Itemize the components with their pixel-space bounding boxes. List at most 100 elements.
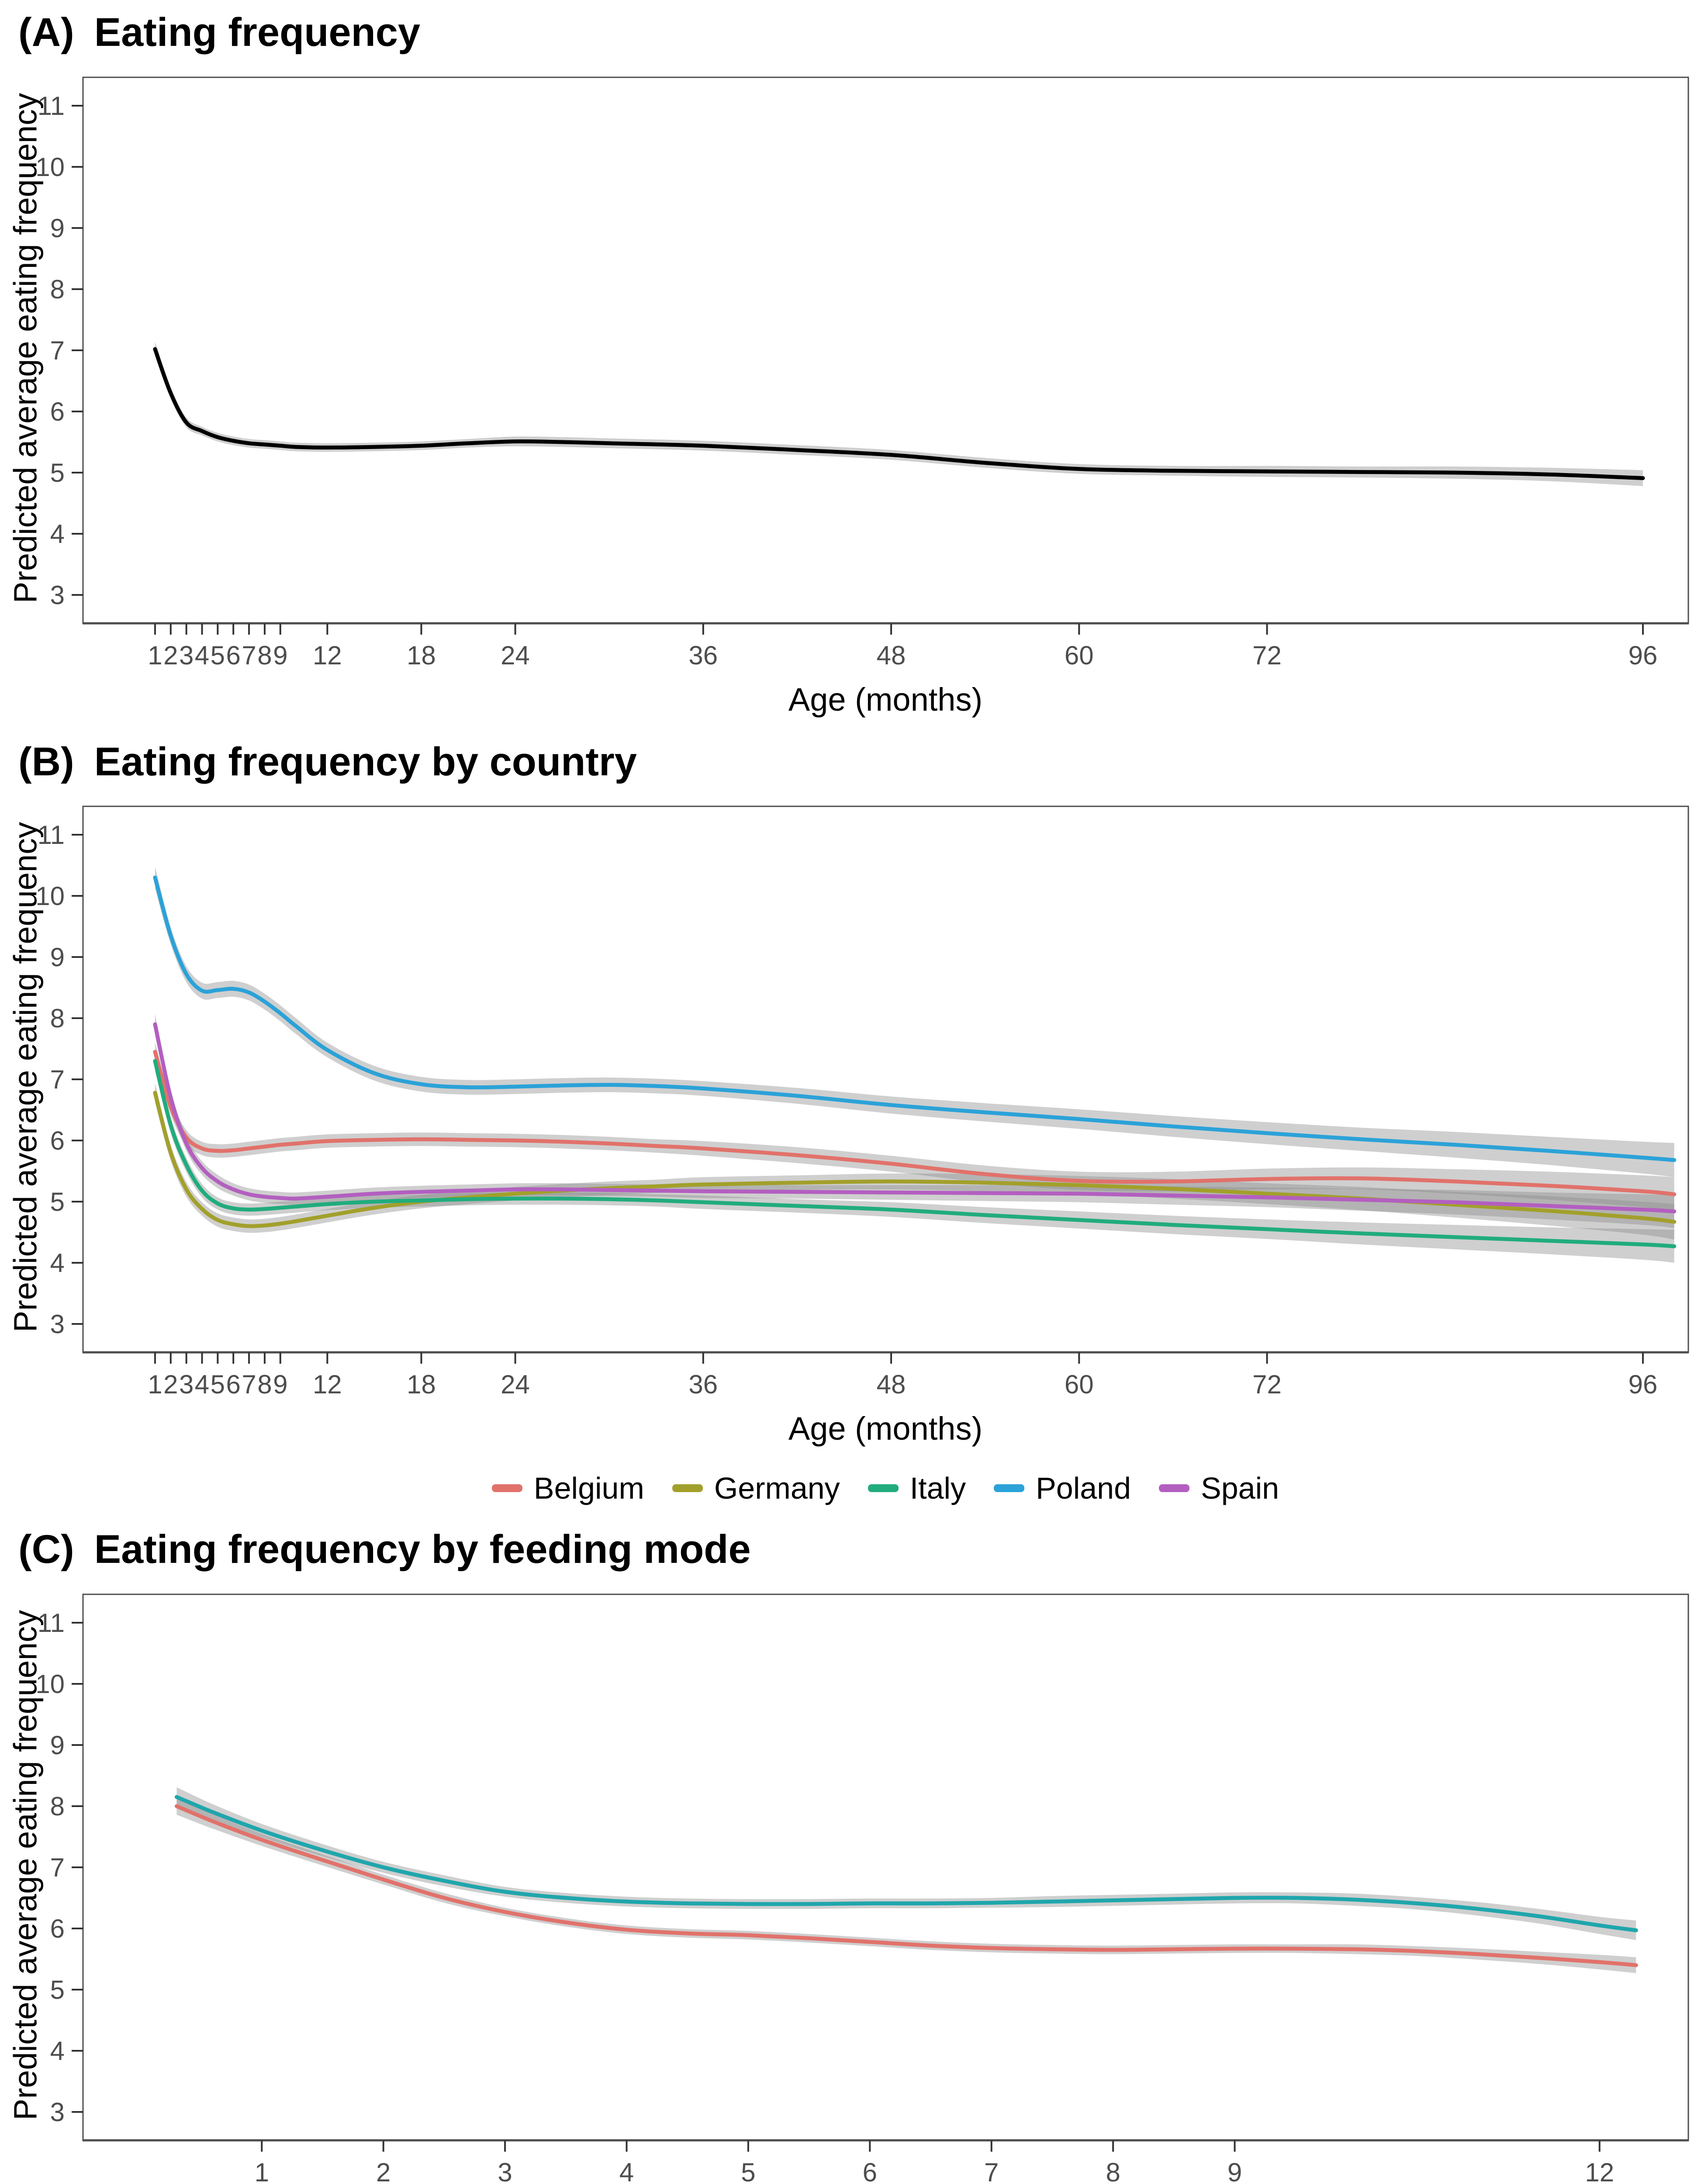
x-tick-label: 18	[407, 641, 436, 670]
panel-c-y-axis-label: Predicted average eating frequency	[7, 1610, 44, 2120]
x-tick-label: 5	[211, 1370, 225, 1399]
panel-a-title: (A) Eating frequency	[0, 0, 1701, 55]
y-tick-label: 4	[50, 2036, 65, 2066]
panel-a-label: (A)	[18, 10, 74, 55]
panel-b-chart-wrap: 1 2 3 4 5 6 7 8 9 12 18 24 36 48 60 72 96 3 4 5 6 7 8 9 10 11 Pre…	[0, 784, 1701, 1409]
panel-a-y-axis-label: Predicted average eating frequency	[7, 93, 44, 603]
legend-label: Belgium	[533, 1471, 644, 1506]
x-tick-label: 4	[195, 1370, 209, 1399]
x-tick-label: 5	[211, 641, 225, 670]
panel-b-legend: Belgium Germany Italy Poland Spain	[0, 1471, 1701, 1506]
y-tick-label: 10	[35, 152, 65, 182]
x-tick-label: 36	[688, 641, 718, 670]
x-tick-label: 2	[163, 1370, 178, 1399]
y-tick-label: 3	[50, 1310, 65, 1339]
x-tick-label: 96	[1628, 641, 1658, 670]
y-tick-label: 8	[50, 1792, 65, 1821]
panel-b-y-axis-label: Predicted average eating frequency	[7, 822, 44, 1333]
x-tick-label: 6	[863, 2158, 877, 2184]
x-tick-label: 4	[619, 2158, 634, 2184]
x-tick-label: 12	[313, 1370, 342, 1399]
ci-band-breastfed	[176, 1787, 1636, 1940]
x-tick-label: 8	[257, 1370, 272, 1399]
x-tick-label: 4	[195, 641, 209, 670]
panel-a: (A) Eating frequency 1 2 3 4 5 6 7 8 9 12 18 24 36 48…	[0, 0, 1701, 718]
panel-border	[82, 805, 1689, 1353]
y-tick-label: 7	[50, 1853, 65, 1882]
x-tick-label: 8	[257, 641, 272, 670]
y-tick-label: 3	[50, 2098, 65, 2127]
x-tick-label: 60	[1065, 1370, 1094, 1399]
x-tick-label: 12	[313, 641, 342, 670]
series-line-poland	[153, 875, 1677, 1162]
legend-label: Germany	[714, 1471, 840, 1506]
x-tick-label: 9	[273, 1370, 287, 1399]
x-tick-label: 48	[877, 1370, 906, 1399]
y-tick-label: 6	[50, 1126, 65, 1155]
panel-b-title: (B) Eating frequency by country	[0, 729, 1701, 785]
x-tick-label: 2	[376, 2158, 391, 2184]
y-tick-label: 6	[50, 397, 65, 426]
y-tick-label: 11	[38, 820, 65, 850]
panel-a-plot-area	[153, 341, 1645, 486]
x-tick-label: 7	[984, 2158, 999, 2184]
series-line-non-breastfed	[174, 1804, 1638, 1967]
x-tick-label: 8	[1106, 2158, 1120, 2184]
y-tick-label: 9	[50, 943, 65, 972]
y-tick-label: 4	[50, 1248, 65, 1278]
x-tick-label: 72	[1252, 1370, 1282, 1399]
legend-key-swatch	[1159, 1484, 1190, 1493]
series-line-belgium	[153, 1050, 1677, 1196]
y-tick-label: 10	[35, 881, 65, 911]
series-line-italy	[153, 1059, 1677, 1248]
series-line-breastfed	[174, 1795, 1638, 1932]
panel-b-plot-area	[153, 866, 1677, 1263]
panel-c: (C) Eating frequency by feeding mode 1 2 3…	[0, 1517, 1701, 2184]
panel-b-title-text: Eating frequency by country	[94, 739, 637, 784]
panel-border	[82, 76, 1689, 624]
y-tick-label: 3	[50, 581, 65, 610]
legend-item-spain: Spain	[1159, 1471, 1279, 1506]
y-tick-label: 6	[50, 1914, 65, 1943]
x-tick-label: 7	[242, 641, 256, 670]
x-tick-label: 18	[407, 1370, 436, 1399]
panel-c-title: (C) Eating frequency by feeding mode	[0, 1517, 1701, 1572]
ci-band-overall	[155, 341, 1643, 486]
y-tick-label: 8	[50, 1004, 65, 1033]
y-tick-label: 9	[50, 1731, 65, 1760]
x-tick-label: 3	[179, 1370, 194, 1399]
y-axis-ticks: 3 4 5 6 7 8 9 10 11	[35, 91, 83, 610]
legend-item-poland: Poland	[994, 1471, 1131, 1506]
x-tick-label: 1	[255, 2158, 269, 2184]
y-tick-label: 4	[50, 519, 65, 549]
x-tick-label: 1	[148, 641, 162, 670]
y-tick-label: 11	[38, 1608, 65, 1638]
panel-a-title-text: Eating frequency	[94, 10, 421, 55]
x-tick-label: 6	[226, 641, 241, 670]
x-tick-label: 2	[163, 641, 178, 670]
legend-item-germany: Germany	[672, 1471, 840, 1506]
y-tick-label: 7	[50, 336, 65, 365]
ci-band-poland	[155, 866, 1674, 1178]
x-tick-label: 6	[226, 1370, 241, 1399]
y-tick-label: 11	[38, 91, 65, 121]
x-tick-label: 3	[498, 2158, 512, 2184]
panel-border	[82, 1593, 1689, 2141]
y-tick-label: 5	[50, 1975, 65, 2004]
panel-c-label: (C)	[18, 1527, 74, 1572]
legend-label: Poland	[1036, 1471, 1131, 1506]
y-axis-ticks: 3 4 5 6 7 8 9 10 11	[35, 820, 83, 1339]
legend-key-swatch	[994, 1484, 1025, 1493]
x-tick-label: 9	[273, 641, 287, 670]
x-tick-label: 24	[501, 641, 530, 670]
panel-c-chart-wrap: 1 2 3 4 5 6 7 8 9 12 3 4 5 6 7 8 9 10 11 Predicted average…	[0, 1572, 1701, 2184]
x-tick-label: 1	[148, 1370, 162, 1399]
series-line-overall	[153, 347, 1645, 480]
y-tick-label: 5	[50, 458, 65, 487]
panel-a-x-axis-label: Age (months)	[788, 681, 983, 718]
legend-item-belgium: Belgium	[491, 1471, 644, 1506]
x-axis-ticks: 1 2 3 4 5 6 7 8 9 12	[255, 2140, 1614, 2184]
x-tick-label: 36	[688, 1370, 718, 1399]
